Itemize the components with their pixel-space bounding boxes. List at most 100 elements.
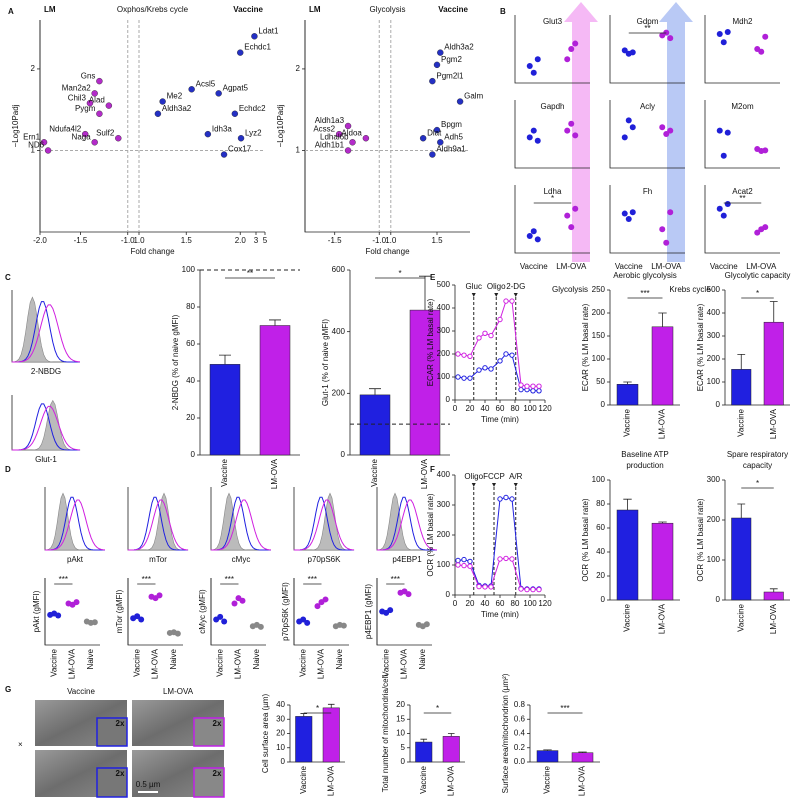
gene-point <box>437 139 444 146</box>
x-axis-label: Time (min) <box>481 610 519 619</box>
histogram-label: p70pS6K <box>308 555 342 564</box>
x-tick-label: 80 <box>511 599 520 608</box>
y-tick-label: 20 <box>186 413 195 422</box>
series-marker <box>536 586 542 593</box>
dot <box>568 120 575 127</box>
y-tick-label: 0 <box>446 590 451 599</box>
y-axis-label: ECAR (% LM basal rate) <box>581 303 590 391</box>
x-tick-label: LM-OVA <box>746 262 777 271</box>
gene-point <box>231 110 239 117</box>
series-marker <box>524 586 530 593</box>
series-marker <box>488 332 494 339</box>
dot <box>629 124 636 131</box>
y-tick-label: 40 <box>276 700 285 709</box>
gene-point <box>429 77 436 85</box>
side-label: Vaccine <box>233 5 263 14</box>
y-axis-label: OCR (% LM basal rate) <box>426 493 435 576</box>
group-label: Glycolysis <box>552 285 588 294</box>
x-tick-label: Vaccine <box>215 648 224 676</box>
y-tick-label: 2 <box>296 64 301 73</box>
dot <box>534 56 541 63</box>
dot <box>405 591 412 598</box>
y-tick-label: 400 <box>437 470 451 479</box>
gene-point <box>96 110 103 117</box>
histogram-lmova <box>44 499 106 551</box>
chart-title: Aerobic glycolysis <box>613 271 677 280</box>
chart-title: Ldha <box>544 187 562 196</box>
chart-title: Gapdh <box>540 102 564 111</box>
dot <box>667 209 674 216</box>
dot <box>304 619 311 626</box>
x-tick-label: Naive <box>335 648 344 669</box>
injection-arrow <box>494 293 499 297</box>
dot <box>526 63 533 69</box>
bar <box>415 741 433 763</box>
sig-label: * <box>398 269 401 278</box>
x-tick-label: 60 <box>496 599 505 608</box>
x-tick-label: Naive <box>86 648 95 669</box>
series-marker <box>467 353 473 359</box>
injection-arrow <box>471 483 476 487</box>
gene-label: Sulf2 <box>96 128 115 137</box>
x-tick-label: 80 <box>511 404 520 413</box>
dot <box>663 131 670 137</box>
x-tick-label: LM-OVA <box>326 765 335 796</box>
sig-label: *** <box>391 575 400 584</box>
x-tick-label: LM-OVA <box>578 765 587 796</box>
x-tick-label: 100 <box>523 599 537 608</box>
dot <box>564 56 571 63</box>
zoom-label: 2x <box>213 719 222 728</box>
y-tick-label: 40 <box>186 376 195 385</box>
gene-label: Galm <box>464 92 483 101</box>
bar <box>259 325 291 456</box>
x-tick-label: LM-OVA <box>420 458 429 489</box>
x-tick-label: 0 <box>453 599 458 608</box>
gene-point <box>437 49 444 56</box>
error-bar <box>737 503 746 518</box>
y-tick-label: 150 <box>592 331 606 340</box>
dot <box>716 205 723 212</box>
dot <box>572 132 579 139</box>
dot <box>572 205 579 212</box>
sig-label: *** <box>560 704 569 713</box>
dot <box>174 630 181 637</box>
error-bar <box>737 354 746 370</box>
bar <box>651 522 674 601</box>
dot <box>322 596 329 603</box>
series-marker <box>518 386 524 393</box>
chart-title: Glycolytic capacity <box>725 271 791 280</box>
x-tick-label: Vaccine <box>370 458 379 486</box>
dot <box>564 127 571 134</box>
error-bar <box>420 738 428 743</box>
chart-title: Mdh2 <box>732 17 753 26</box>
x-tick-label: 20 <box>466 599 475 608</box>
chart-title: Oxphos/Krebs cycle <box>117 5 189 14</box>
y-tick-label: 10 <box>276 743 285 752</box>
dot <box>534 137 541 144</box>
y-tick-label: 0 <box>716 400 721 409</box>
injection-label: Oligo <box>464 472 483 481</box>
gene-point <box>433 61 441 69</box>
gene-label: Dlat <box>427 128 442 137</box>
bar <box>616 509 639 601</box>
series-marker <box>467 563 473 569</box>
dot <box>621 47 628 54</box>
panel-letter: G <box>5 685 11 694</box>
y-tick-label: 100 <box>437 560 451 569</box>
y-tick-label: 500 <box>707 285 721 294</box>
group-label: Krebs cycle <box>669 285 711 294</box>
dot <box>621 134 628 141</box>
gene-point <box>419 135 427 142</box>
y-tick-label: 80 <box>596 499 605 508</box>
injection-label: FCCP <box>483 472 505 481</box>
series-line <box>457 496 539 590</box>
gene-label: Pygm <box>75 104 96 113</box>
y-tick-label: 5 <box>401 743 406 752</box>
gene-label: Aldh3a2 <box>444 43 474 52</box>
dot <box>300 616 307 623</box>
krebs-arrow <box>659 2 693 262</box>
y-tick-label: 0 <box>191 450 196 459</box>
gene-point <box>105 102 113 109</box>
error-bar <box>543 749 552 751</box>
